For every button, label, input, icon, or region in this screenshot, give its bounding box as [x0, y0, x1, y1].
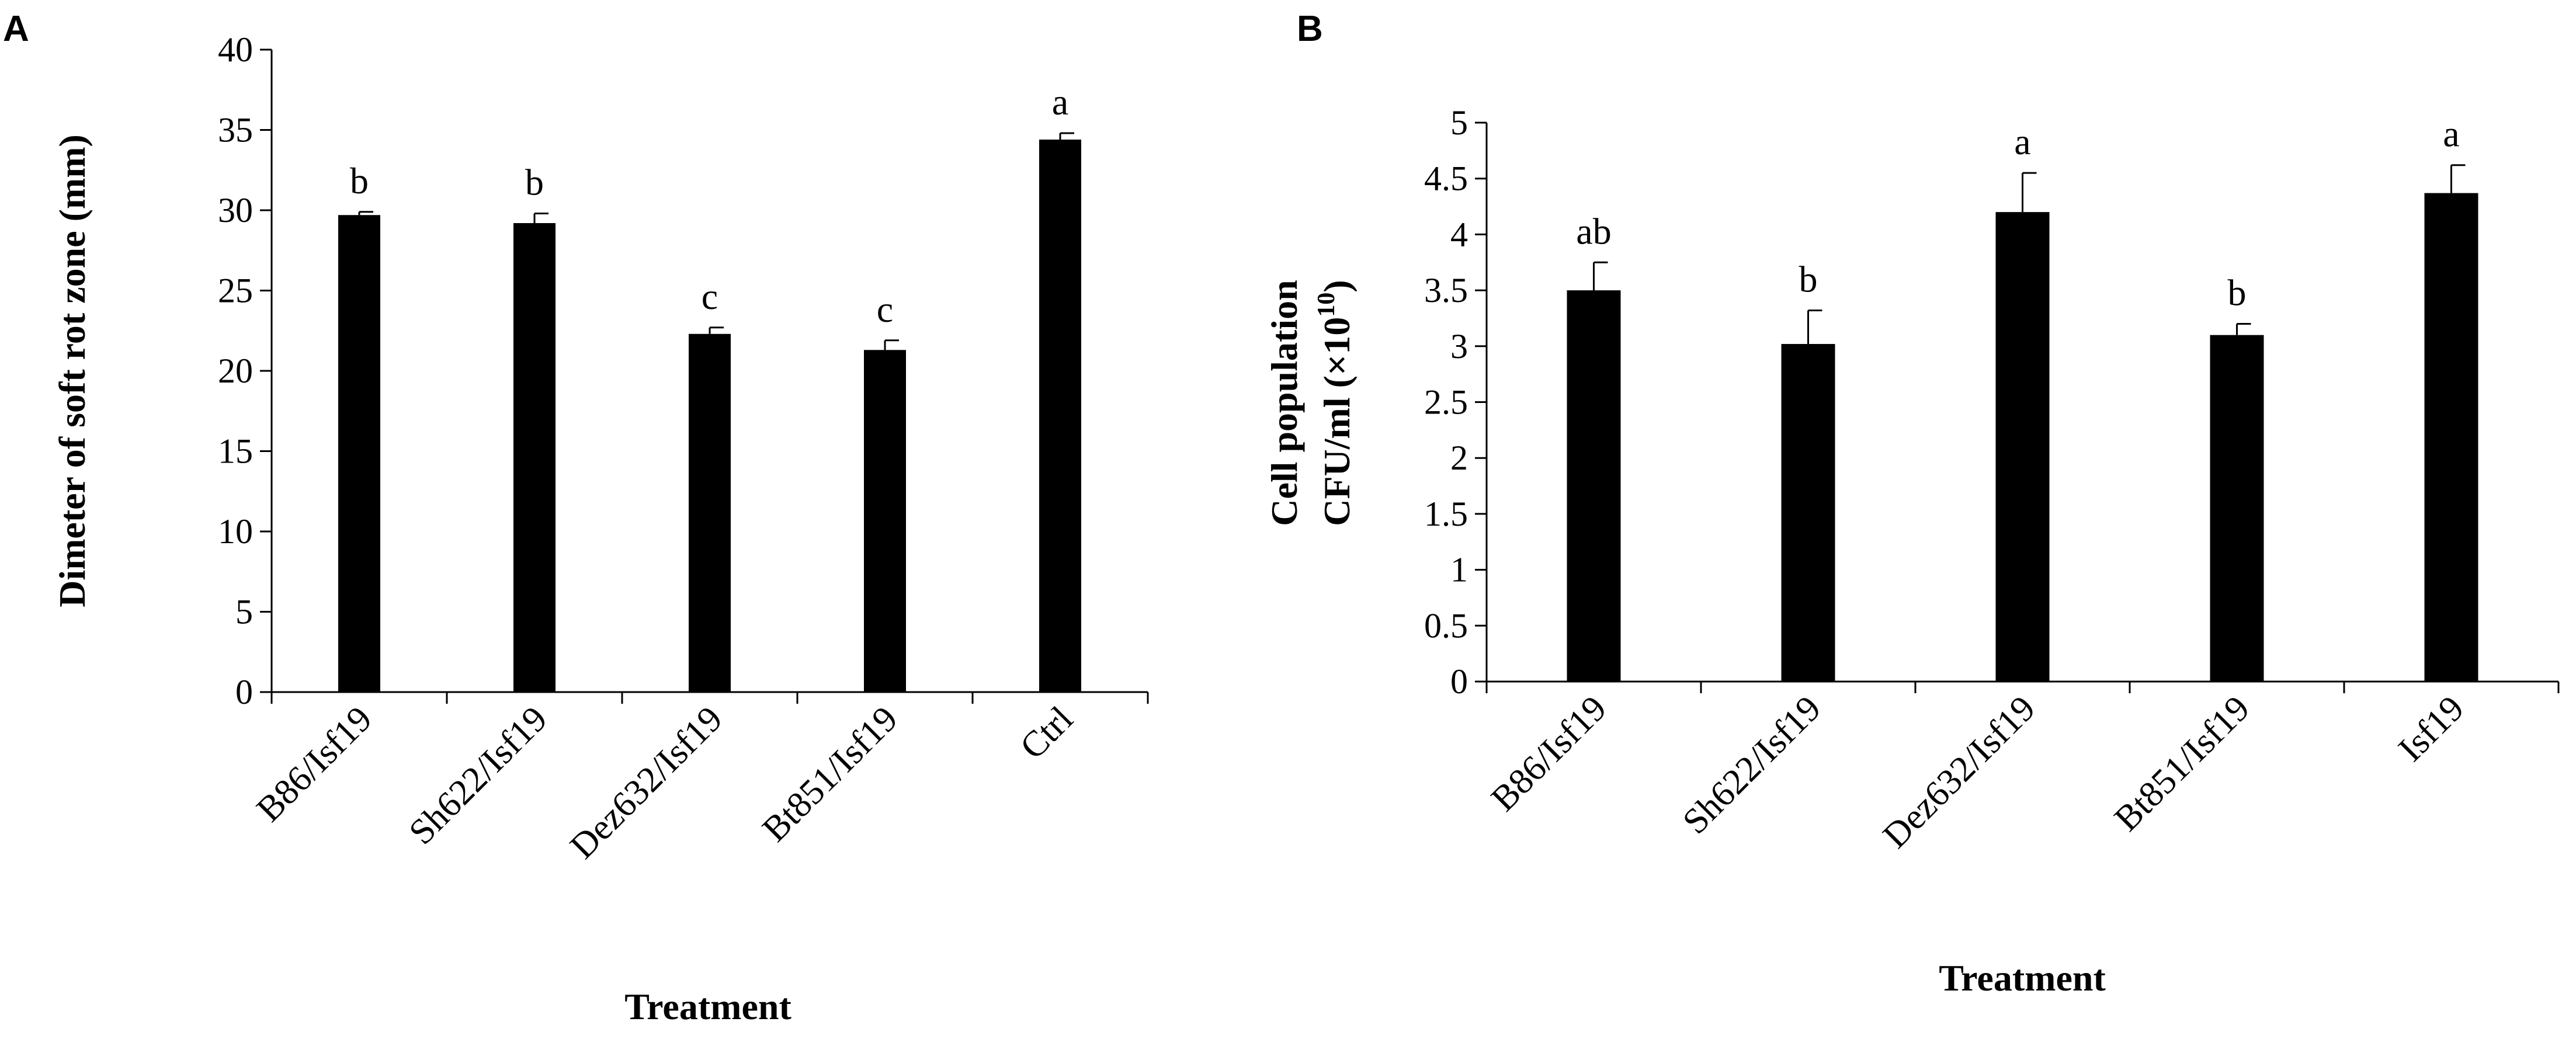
y-tick-label: 10: [218, 512, 253, 551]
significance-label: c: [877, 289, 893, 330]
y-tick-label: 15: [218, 432, 253, 471]
y-axis-title-unit: CFU/ml (×10: [1316, 317, 1358, 526]
bar: [1039, 140, 1081, 692]
panel-a: A 0 5 10 15 20 25 30 35 40 b B86/Isf19 b Sh622/Isf19 c…: [3, 9, 1149, 1027]
x-axis-title: Treatment: [1939, 957, 2106, 999]
x-tick-label: Bt851/Isf19: [2107, 689, 2258, 839]
x-axis-title: Treatment: [624, 986, 791, 1027]
bar: [2210, 335, 2264, 682]
y-tick-label: 1.5: [1424, 495, 1468, 533]
x-tick-label: Ctrl: [1013, 699, 1081, 767]
y-tick-label: 20: [218, 352, 253, 390]
y-tick-label: 4: [1450, 215, 1468, 253]
y-tick-label: 3.5: [1424, 271, 1468, 310]
bar: [689, 333, 731, 692]
x-tick-label: Sh622/Isf19: [401, 699, 554, 852]
panel-b: B00.511.522.533.544.55abB86/Isf19bSh622/…: [1263, 9, 2560, 999]
x-tick-label: Dez632/Isf19: [1876, 689, 2043, 856]
x-tick-label: Bt851/Isf19: [755, 699, 905, 850]
bar: [1995, 212, 2050, 682]
y-axis-title: Dimeter of soft rot zone (mm): [51, 134, 93, 607]
y-axis-title-close: ): [1316, 280, 1358, 292]
y-tick-label: 1: [1450, 551, 1468, 589]
significance-label: b: [350, 160, 369, 201]
significance-label: b: [2228, 272, 2247, 314]
panel-letter: B: [1297, 9, 1323, 49]
x-tick-label: B86/Isf19: [1484, 689, 1614, 819]
significance-label: c: [702, 276, 718, 317]
y-tick-label: 2.5: [1424, 383, 1468, 422]
y-tick-label: 2: [1450, 439, 1468, 477]
panel-letter: A: [3, 9, 29, 49]
bar: [864, 350, 906, 692]
bar: [2424, 193, 2478, 682]
y-tick-label: 4.5: [1424, 159, 1468, 198]
y-tick-label: 30: [218, 191, 253, 230]
y-axis-title-line1: Cell population: [1263, 280, 1305, 526]
significance-label: a: [1052, 81, 1068, 123]
y-tick-label: 25: [218, 272, 253, 310]
y-tick-label: 0: [1450, 662, 1468, 701]
y-tick-label: 3: [1450, 327, 1468, 366]
bar: [338, 215, 380, 692]
bar: [513, 223, 556, 692]
x-tick-label: Isf19: [2391, 689, 2471, 769]
significance-label: b: [525, 162, 544, 203]
y-tick-label: 40: [218, 30, 253, 69]
y-tick-label: 0: [235, 673, 253, 711]
y-tick-label: 0.5: [1424, 606, 1468, 645]
y-tick-label: 35: [218, 111, 253, 150]
x-tick-label: Sh622/Isf19: [1675, 689, 1828, 842]
significance-label: b: [1799, 259, 1818, 300]
significance-label: a: [2014, 121, 2030, 162]
significance-label: ab: [1576, 210, 1611, 252]
x-tick-label: B86/Isf19: [249, 699, 379, 829]
bar: [1781, 343, 1835, 682]
y-axis-title-line2: CFU/ml (×1010): [1313, 280, 1358, 526]
x-tick-label: Dez632/Isf19: [563, 699, 730, 867]
bar: [1567, 290, 1621, 682]
significance-label: a: [2443, 113, 2459, 155]
y-axis-title-exponent: 10: [1313, 293, 1340, 317]
y-tick-label: 5: [1450, 103, 1468, 142]
y-tick-label: 5: [235, 593, 253, 631]
